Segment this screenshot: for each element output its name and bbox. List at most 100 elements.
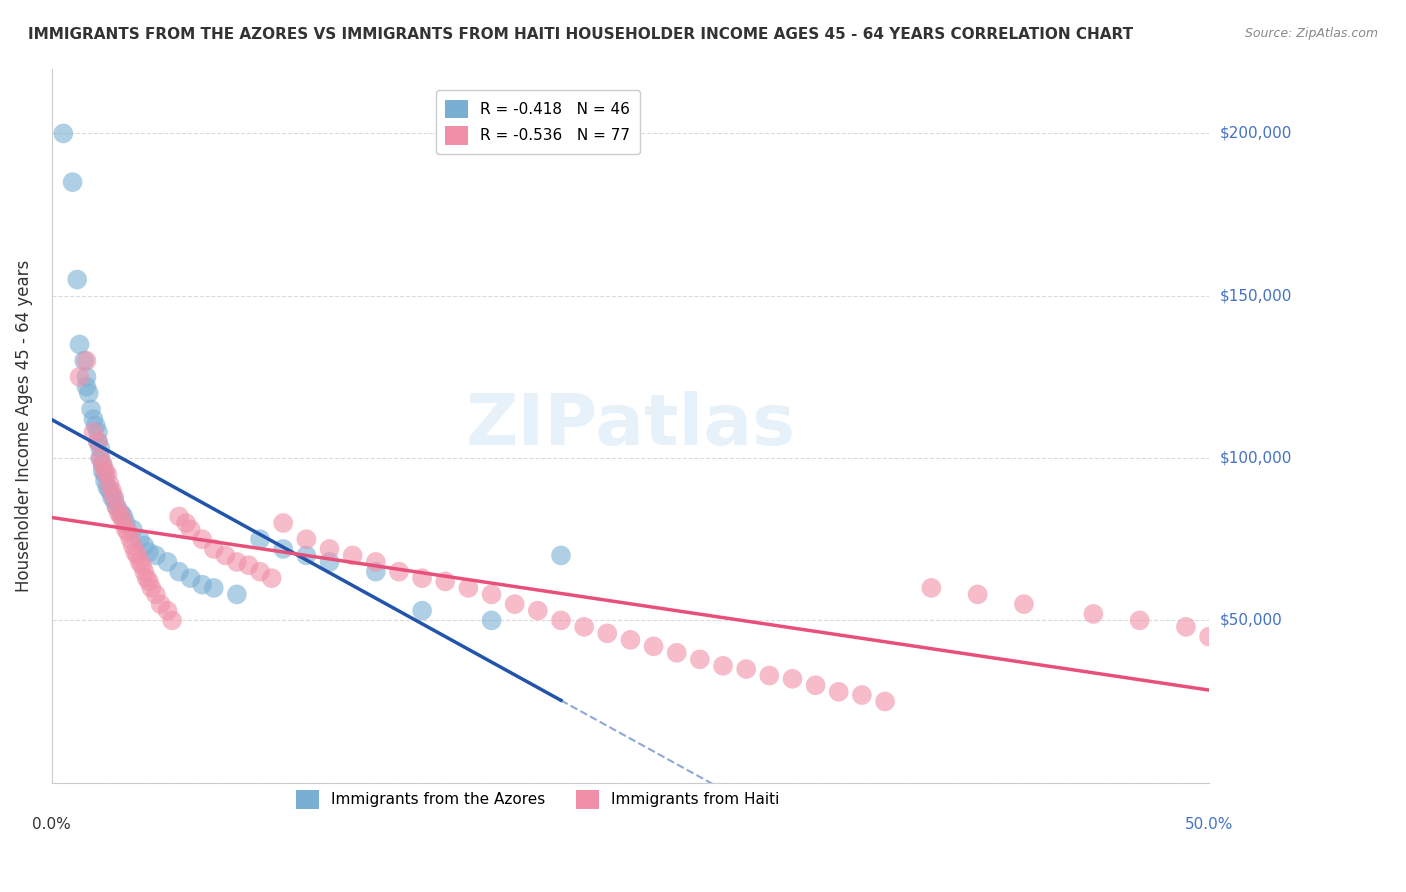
Point xyxy=(77,386,100,401)
Point xyxy=(82,425,104,439)
Point xyxy=(550,549,572,563)
Y-axis label: Householder Income Ages 45 - 64 years: Householder Income Ages 45 - 64 years xyxy=(15,260,32,591)
Point xyxy=(318,555,340,569)
Point xyxy=(226,555,249,569)
Point xyxy=(156,555,179,569)
Point xyxy=(226,587,249,601)
Point xyxy=(1220,646,1243,660)
Point xyxy=(80,402,103,417)
Point xyxy=(202,541,225,556)
Point xyxy=(249,565,271,579)
Point xyxy=(828,685,851,699)
Point xyxy=(295,533,318,547)
Point xyxy=(572,620,595,634)
Point xyxy=(98,477,121,491)
Point xyxy=(87,425,110,439)
Point xyxy=(135,571,157,585)
Point xyxy=(76,379,98,393)
Text: 50.0%: 50.0% xyxy=(1185,817,1233,832)
Point xyxy=(117,525,139,540)
Point xyxy=(89,451,111,466)
Point xyxy=(134,539,156,553)
Point xyxy=(145,549,167,563)
Point xyxy=(108,506,131,520)
Point xyxy=(101,483,124,498)
Point xyxy=(128,555,150,569)
Point xyxy=(105,500,128,514)
Point xyxy=(249,533,271,547)
Point xyxy=(87,434,110,449)
Point xyxy=(481,613,503,627)
Point xyxy=(160,613,183,627)
Text: $150,000: $150,000 xyxy=(1220,288,1292,303)
Point xyxy=(145,587,167,601)
Point xyxy=(804,678,827,692)
Point xyxy=(156,604,179,618)
Point xyxy=(96,467,118,482)
Point xyxy=(271,541,294,556)
Point xyxy=(82,412,104,426)
Point xyxy=(91,458,114,472)
Point xyxy=(76,353,98,368)
Point xyxy=(134,565,156,579)
Point xyxy=(966,587,988,601)
Point xyxy=(1012,597,1035,611)
Point xyxy=(735,662,758,676)
Point xyxy=(711,658,734,673)
Point xyxy=(112,516,135,530)
Point xyxy=(503,597,526,611)
Point xyxy=(411,571,433,585)
Point xyxy=(84,418,107,433)
Point xyxy=(191,533,214,547)
Point xyxy=(1198,630,1220,644)
Point xyxy=(127,549,149,563)
Point xyxy=(873,694,896,708)
Point xyxy=(596,626,619,640)
Point xyxy=(238,558,260,573)
Text: ZIPatlas: ZIPatlas xyxy=(465,391,796,460)
Point xyxy=(665,646,688,660)
Legend: R = -0.418   N = 46, R = -0.536   N = 77: R = -0.418 N = 46, R = -0.536 N = 77 xyxy=(436,90,640,153)
Point xyxy=(260,571,283,585)
Point xyxy=(689,652,711,666)
Point xyxy=(481,587,503,601)
Point xyxy=(110,509,132,524)
Point xyxy=(98,483,121,498)
Point xyxy=(920,581,942,595)
Point xyxy=(318,541,340,556)
Point xyxy=(101,490,124,504)
Point xyxy=(94,467,117,482)
Point xyxy=(202,581,225,595)
Point xyxy=(1174,620,1197,634)
Point xyxy=(87,434,110,449)
Point xyxy=(103,490,125,504)
Point xyxy=(94,464,117,478)
Point xyxy=(121,539,143,553)
Point xyxy=(271,516,294,530)
Point xyxy=(174,516,197,530)
Point xyxy=(120,533,142,547)
Point xyxy=(52,127,75,141)
Point xyxy=(364,555,387,569)
Point xyxy=(167,565,190,579)
Point xyxy=(1209,640,1232,654)
Point xyxy=(112,509,135,524)
Point xyxy=(167,509,190,524)
Point xyxy=(91,464,114,478)
Point xyxy=(149,597,172,611)
Point xyxy=(180,523,202,537)
Point xyxy=(124,545,146,559)
Point xyxy=(342,549,364,563)
Point xyxy=(295,549,318,563)
Point xyxy=(758,668,780,682)
Point xyxy=(782,672,804,686)
Point xyxy=(131,558,153,573)
Point xyxy=(66,272,89,286)
Point xyxy=(191,577,214,591)
Point xyxy=(91,458,114,472)
Point xyxy=(643,640,665,654)
Point xyxy=(96,480,118,494)
Point xyxy=(89,442,111,456)
Point xyxy=(89,451,111,466)
Point xyxy=(62,175,84,189)
